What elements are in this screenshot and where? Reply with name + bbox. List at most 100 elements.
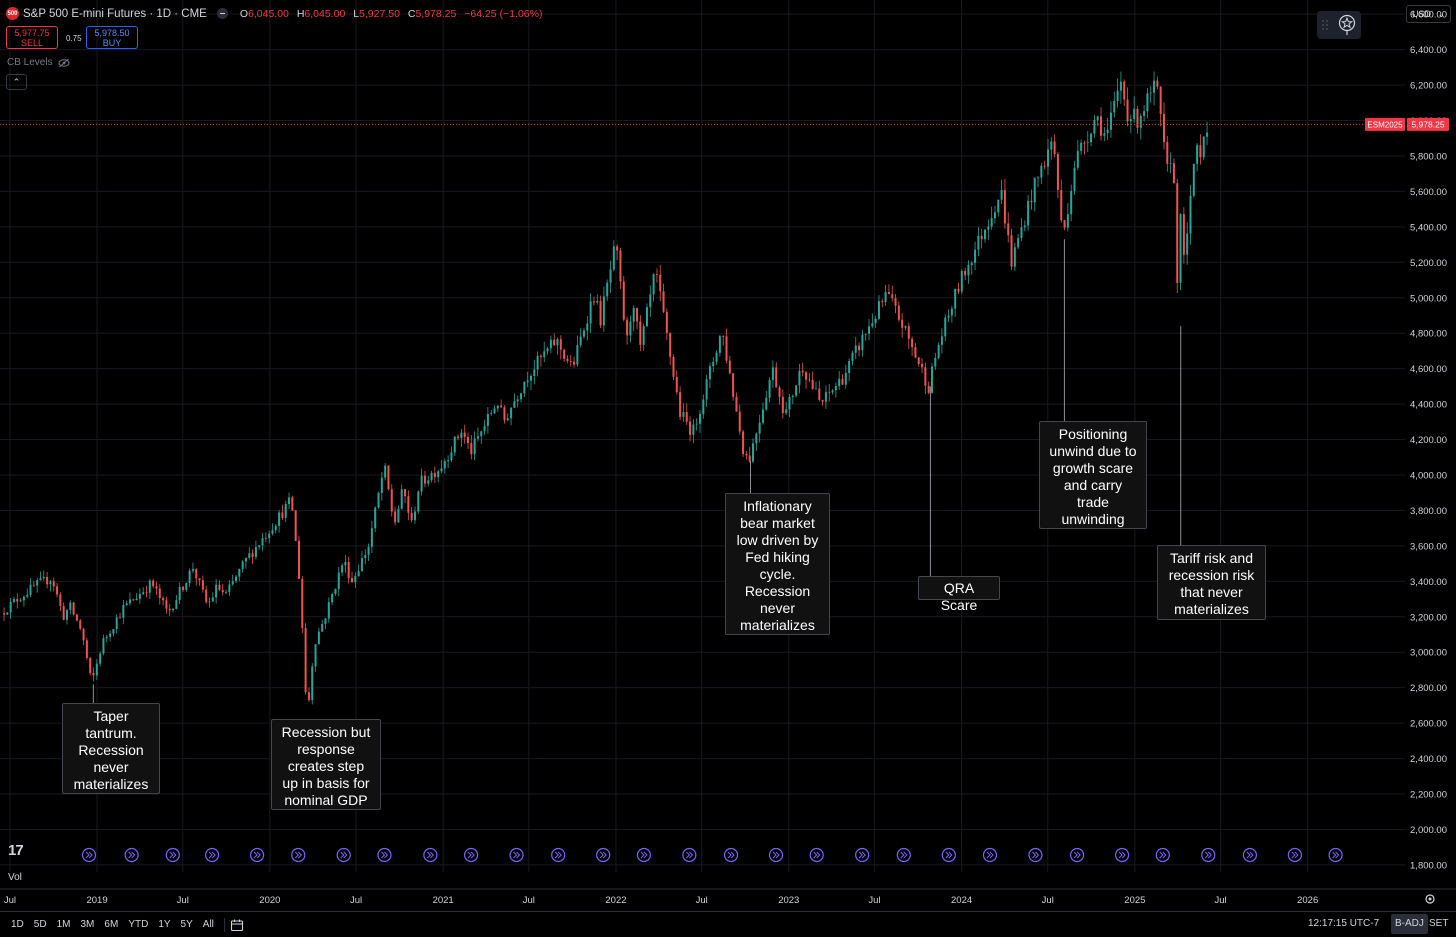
candle (897, 301, 900, 322)
candle (1153, 71, 1156, 106)
candle (1000, 179, 1003, 204)
candle (102, 634, 105, 656)
annotation-inflationary-bear[interactable]: Inflationary bear market low driven by F… (725, 493, 830, 635)
event-marker-icon[interactable] (249, 847, 265, 863)
event-marker-icon[interactable] (768, 847, 784, 863)
candle (1093, 115, 1096, 138)
symbol-title[interactable]: S&P 500 E-mini Futures · 1D · CME (23, 7, 207, 20)
chart-settings-icon[interactable] (1425, 894, 1435, 904)
annotation-covid-recession[interactable]: Recession but response creates step up i… (271, 719, 381, 810)
price-tick-label: 1,800.00 (1410, 860, 1447, 871)
price-chart[interactable]: 1,800.00 2,000.00 2,200.00 2,400.00 2,600.00… (0, 0, 1456, 911)
range-ytd-button[interactable]: YTD (128, 919, 149, 930)
range-1y-button[interactable]: 1Y (158, 919, 171, 930)
event-marker-icon[interactable] (1028, 847, 1043, 863)
candle (244, 557, 247, 569)
hide-legend-icon[interactable] (216, 8, 228, 19)
candle (927, 381, 930, 395)
annotation-qra-scare[interactable]: QRA Scare (918, 576, 1000, 613)
chart-tools-panel (1317, 11, 1361, 39)
annotation-taper-tantrum[interactable]: Taper tantrum. Recession never materiali… (62, 703, 160, 794)
annotation-positioning-unwind[interactable]: Positioning unwind due to growth scare a… (1039, 421, 1147, 529)
range-5d-button[interactable]: 5D (33, 919, 47, 930)
range-6m-button[interactable]: 6M (104, 919, 119, 930)
candle (771, 360, 774, 388)
event-marker-icon[interactable] (896, 847, 911, 863)
candle (805, 370, 808, 389)
event-marker-icon[interactable] (509, 847, 524, 863)
back-adjust-toggle[interactable]: B-ADJ (1391, 914, 1428, 934)
currency-selector[interactable]: USD ⌄ (1406, 5, 1451, 23)
price-axis[interactable]: 1,800.00 2,000.00 2,200.00 2,400.00 2,600.00… (1410, 10, 1447, 872)
sell-button[interactable]: 5,977.75 SELL (6, 26, 58, 49)
candle (868, 318, 871, 341)
event-marker-icon[interactable] (165, 847, 180, 863)
event-marker-icon[interactable] (1114, 847, 1130, 863)
candle (964, 267, 967, 281)
event-marker-icon[interactable] (291, 847, 306, 863)
candle (864, 333, 867, 341)
candle (679, 386, 682, 421)
settlement-toggle[interactable]: SET (1429, 918, 1449, 929)
range-5y-button[interactable]: 5Y (180, 919, 193, 930)
event-marker-icon[interactable] (1328, 847, 1343, 863)
candle (324, 617, 327, 630)
range-1d-button[interactable]: 1D (11, 919, 24, 930)
clock-timezone[interactable]: 12:17:15 UTC-7 (1308, 918, 1380, 929)
event-markers[interactable] (81, 847, 1343, 863)
collapse-legend-button[interactable]: ⌃ (6, 74, 27, 90)
candle (288, 492, 291, 510)
event-marker-icon[interactable] (1242, 847, 1258, 863)
event-marker-icon[interactable] (124, 847, 139, 863)
candle (1166, 135, 1169, 172)
event-marker-icon[interactable] (1201, 847, 1216, 863)
buy-button[interactable]: 5,978.50 BUY (86, 26, 138, 49)
event-marker-icon[interactable] (1155, 847, 1170, 863)
event-marker-icon[interactable] (855, 847, 870, 863)
price-tick-label: 5,800.00 (1410, 151, 1447, 162)
candle (503, 405, 506, 424)
favorite-star-icon[interactable] (1338, 14, 1356, 36)
event-marker-icon[interactable] (941, 847, 956, 863)
candle (629, 315, 632, 343)
candle (1046, 138, 1049, 175)
calendar-icon[interactable] (230, 918, 244, 932)
candle (848, 358, 851, 382)
candle (1126, 87, 1129, 127)
event-marker-icon[interactable] (1070, 847, 1085, 863)
event-marker-icon[interactable] (336, 847, 351, 863)
candle (1172, 158, 1175, 184)
candle (1119, 71, 1122, 104)
candle (75, 613, 78, 622)
candle (248, 547, 251, 560)
event-marker-icon[interactable] (423, 847, 438, 863)
event-marker-icon[interactable] (723, 847, 739, 863)
candle (148, 579, 151, 600)
event-marker-icon[interactable] (636, 847, 651, 863)
event-marker-icon[interactable] (551, 847, 566, 863)
event-marker-icon[interactable] (596, 847, 611, 863)
range-3m-button[interactable]: 3M (80, 919, 95, 930)
range-all-button[interactable]: All (202, 919, 214, 930)
event-marker-icon[interactable] (205, 847, 220, 863)
indicator-legend[interactable]: CB Levels (7, 57, 70, 68)
candle (1027, 195, 1030, 231)
event-marker-icon[interactable] (377, 847, 392, 863)
candle (360, 551, 363, 572)
event-marker-icon[interactable] (1287, 847, 1302, 863)
event-marker-icon[interactable] (809, 847, 824, 863)
candle (626, 316, 629, 345)
candle (254, 540, 257, 560)
candle (924, 362, 927, 395)
event-marker-icon[interactable] (81, 847, 97, 863)
annotation-tariff-risk[interactable]: Tariff risk and recession risk that neve… (1157, 545, 1266, 620)
range-1m-button[interactable]: 1M (56, 919, 71, 930)
candle (811, 371, 814, 390)
time-axis[interactable]: Jul 2019 Jul 2020 Jul 2021 Jul 2022 Jul 2023 Jul 20… (0, 888, 1456, 906)
event-marker-icon[interactable] (682, 847, 697, 863)
event-marker-icon[interactable] (463, 847, 479, 863)
candle (341, 563, 344, 576)
eye-hidden-icon[interactable] (58, 58, 70, 68)
event-marker-icon[interactable] (982, 847, 998, 863)
drag-handle-icon[interactable] (1322, 20, 1328, 30)
